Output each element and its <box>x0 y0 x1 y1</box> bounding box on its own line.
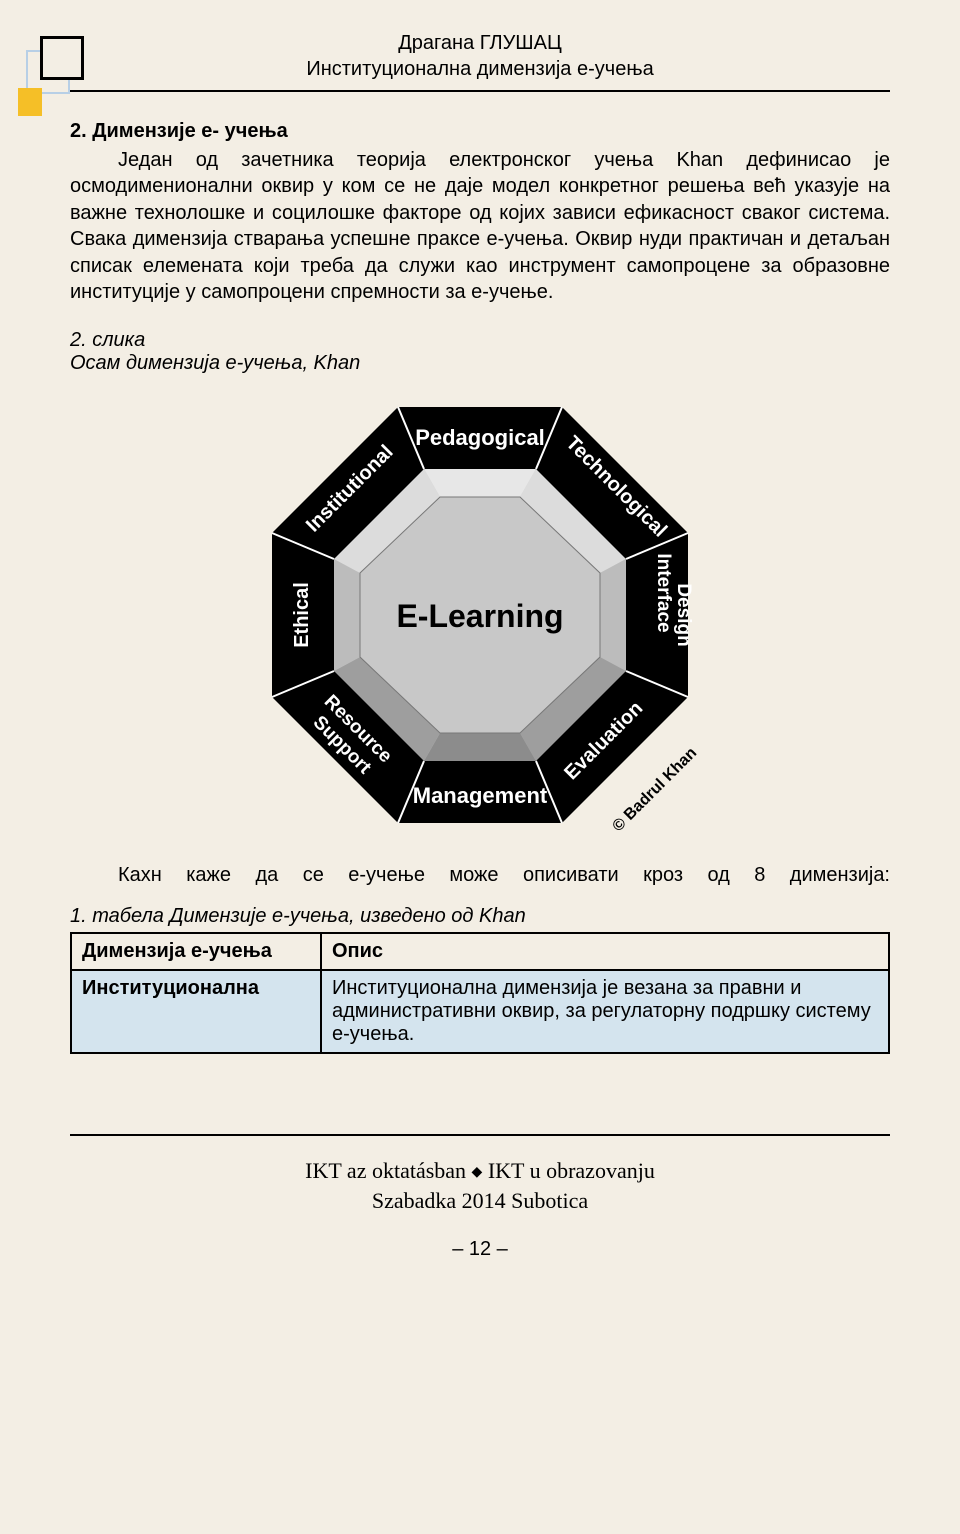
table-header-row: Димензија е-учења Опис <box>71 933 889 970</box>
table-cell-dimension: Институционална <box>71 970 321 1053</box>
header-rule <box>70 90 890 92</box>
footer-rule <box>70 1134 890 1136</box>
segment-left: Ethical <box>291 583 313 649</box>
segment-right-b: Design <box>673 584 694 647</box>
header-ornament: Драгана ГЛУШАЦ Институционална димензија… <box>70 30 890 90</box>
deco-square-yellow <box>18 88 42 116</box>
table-caption: 1. табела Димензије е-учења, изведено од… <box>70 905 890 928</box>
octagon-center-label: E-Learning <box>396 598 563 634</box>
figure-caption-text: Осам димензија е-учења, Khan <box>70 352 890 375</box>
table-header-description: Опис <box>321 933 889 970</box>
deco-square-black <box>40 36 84 80</box>
header-title: Институционална димензија е-учења <box>70 56 890 82</box>
header-author: Драгана ГЛУШАЦ <box>70 30 890 56</box>
page-number: – 12 – <box>70 1238 890 1261</box>
dimensions-table: Димензија е-учења Опис Институционална И… <box>70 932 890 1054</box>
diamond-icon: ◆ <box>472 1164 483 1183</box>
section-heading: 2. Димензије е- учења <box>70 120 890 143</box>
section-paragraph: Један од зачетника теорија електронског … <box>70 147 890 305</box>
after-figure-text: Кахн каже да се е-учење може описивати к… <box>70 864 890 887</box>
segment-bottom: Management <box>413 783 548 808</box>
table-cell-description: Институционална димензија је везана за п… <box>321 970 889 1053</box>
footer-line2: Szabadka 2014 Subotica <box>372 1188 588 1213</box>
table-header-dimension: Димензија е-учења <box>71 933 321 970</box>
footer-line1-right: IKT u obrazovanju <box>488 1158 655 1183</box>
table-row: Институционална Институционална димензиј… <box>71 970 889 1053</box>
footer-line1-left: IKT az oktatásban <box>305 1158 466 1183</box>
segment-top: Pedagogical <box>415 425 545 450</box>
figure-caption-number: 2. слика <box>70 329 890 352</box>
segment-right-a: Interface <box>653 554 674 633</box>
octagon-diagram: Pedagogical Technological Interface Desi… <box>70 395 890 840</box>
page-footer: IKT az oktatásban ◆ IKT u obrazovanju Sz… <box>70 1134 890 1260</box>
